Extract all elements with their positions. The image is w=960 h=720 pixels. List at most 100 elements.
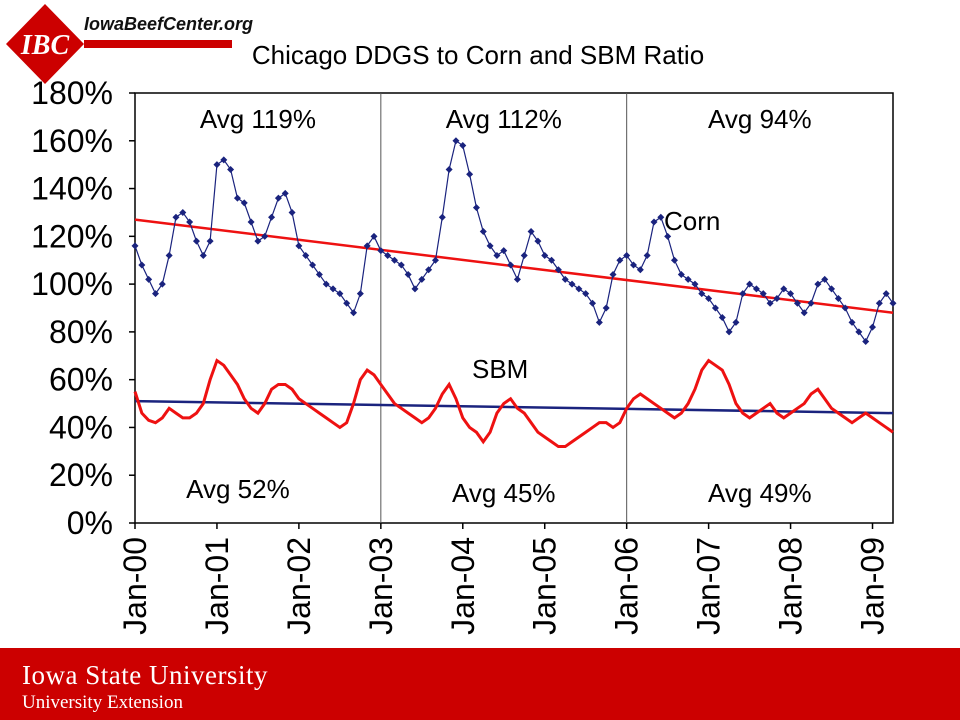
corn-point xyxy=(711,304,719,312)
corn-point xyxy=(814,280,822,288)
corn-point xyxy=(875,299,883,307)
corn-point xyxy=(281,189,289,197)
corn-point xyxy=(158,280,166,288)
corn-point xyxy=(165,251,173,259)
corn-point xyxy=(602,304,610,312)
ibc-logo: IBC xyxy=(6,4,84,84)
corn-point xyxy=(390,256,398,264)
corn-point xyxy=(192,237,200,245)
corn-point xyxy=(411,285,419,293)
corn-point xyxy=(288,208,296,216)
average-annotation: Avg 52% xyxy=(186,474,290,504)
corn-trendline xyxy=(134,218,894,315)
x-tick-label: Jan-02 xyxy=(281,537,317,635)
corn-point xyxy=(670,256,678,264)
series-layer xyxy=(131,137,897,449)
logo-mark: IBC xyxy=(20,30,70,61)
extension-name: University Extension xyxy=(22,692,183,713)
corn-point xyxy=(329,285,337,293)
corn-point xyxy=(213,161,221,169)
y-axis: 0% 20% 40% 60% 80% 100% 120% 140% 160% 180% xyxy=(31,75,135,541)
x-tick-label: Jan-01 xyxy=(199,537,235,635)
corn-point xyxy=(459,142,467,150)
x-tick-label: Jan-04 xyxy=(445,537,481,635)
average-annotation: Avg 94% xyxy=(708,104,812,134)
corn-point xyxy=(479,228,487,236)
average-annotation: Avg 119% xyxy=(200,104,316,134)
corn-point xyxy=(336,290,344,298)
corn-point xyxy=(636,266,644,274)
corn-point xyxy=(739,290,747,298)
corn-point xyxy=(869,323,877,331)
series-sbm xyxy=(133,358,894,449)
corn-point xyxy=(848,318,856,326)
corn-point xyxy=(773,294,781,302)
corn-point xyxy=(486,242,494,250)
x-tick-label: Jan-00 xyxy=(117,537,153,635)
corn-point xyxy=(862,337,870,345)
corn-point xyxy=(199,251,207,259)
corn-point xyxy=(350,309,358,317)
y-tick-label: 160% xyxy=(31,123,113,159)
corn-point xyxy=(575,285,583,293)
corn-point xyxy=(787,290,795,298)
corn-point xyxy=(630,261,638,269)
corn-point xyxy=(793,299,801,307)
university-name: Iowa State University xyxy=(22,660,268,690)
corn-point xyxy=(705,294,713,302)
corn-point xyxy=(186,218,194,226)
corn-point xyxy=(766,299,774,307)
average-annotation: Avg 45% xyxy=(452,478,556,508)
corn-point xyxy=(370,232,378,240)
corn-point xyxy=(254,237,262,245)
corn-point xyxy=(568,280,576,288)
corn-point xyxy=(343,299,351,307)
corn-point xyxy=(609,271,617,279)
corn-point xyxy=(821,275,829,283)
corn-point xyxy=(507,261,515,269)
corn-point xyxy=(472,204,480,212)
corn-point xyxy=(520,251,528,259)
corn-point xyxy=(377,247,385,255)
y-tick-label: 0% xyxy=(67,505,113,541)
x-tick-label: Jan-07 xyxy=(691,537,727,635)
corn-point xyxy=(452,137,460,145)
corn-point xyxy=(732,318,740,326)
corn-point xyxy=(800,309,808,317)
chart-title: Chicago DDGS to Corn and SBM Ratio xyxy=(252,40,704,70)
period-dividers xyxy=(380,93,628,523)
corn-point xyxy=(718,314,726,322)
average-annotation: Avg 112% xyxy=(446,104,562,134)
series-label-corn: Corn xyxy=(664,206,720,236)
y-tick-label: 180% xyxy=(31,75,113,111)
corn-point xyxy=(677,271,685,279)
corn-point xyxy=(404,271,412,279)
plot-area xyxy=(134,92,894,524)
corn-point xyxy=(650,218,658,226)
x-axis: Jan-00 Jan-01 Jan-02 Jan-03 Jan-04 Jan-05 Jan-… xyxy=(117,523,891,635)
corn-point xyxy=(541,251,549,259)
corn-point xyxy=(691,280,699,288)
x-tick-label: Jan-03 xyxy=(363,537,399,635)
corn-point xyxy=(513,275,521,283)
corn-point xyxy=(752,285,760,293)
corn-point xyxy=(759,290,767,298)
corn-point xyxy=(746,280,754,288)
y-tick-label: 40% xyxy=(49,409,113,445)
corn-point xyxy=(131,242,139,250)
average-annotation: Avg 49% xyxy=(708,478,812,508)
corn-point xyxy=(834,294,842,302)
corn-point xyxy=(643,251,651,259)
corn-line xyxy=(134,139,894,343)
corn-point xyxy=(302,251,310,259)
corn-point xyxy=(322,280,330,288)
corn-point xyxy=(582,290,590,298)
corn-point xyxy=(309,261,317,269)
corn-point xyxy=(315,271,323,279)
corn-point xyxy=(172,213,180,221)
header-rule xyxy=(84,40,232,48)
corn-point xyxy=(227,165,235,173)
series-label-sbm: SBM xyxy=(472,354,528,384)
corn-point xyxy=(206,237,214,245)
ratio-chart: Chicago DDGS to Corn and SBM Ratio 0% 20%… xyxy=(31,40,897,635)
